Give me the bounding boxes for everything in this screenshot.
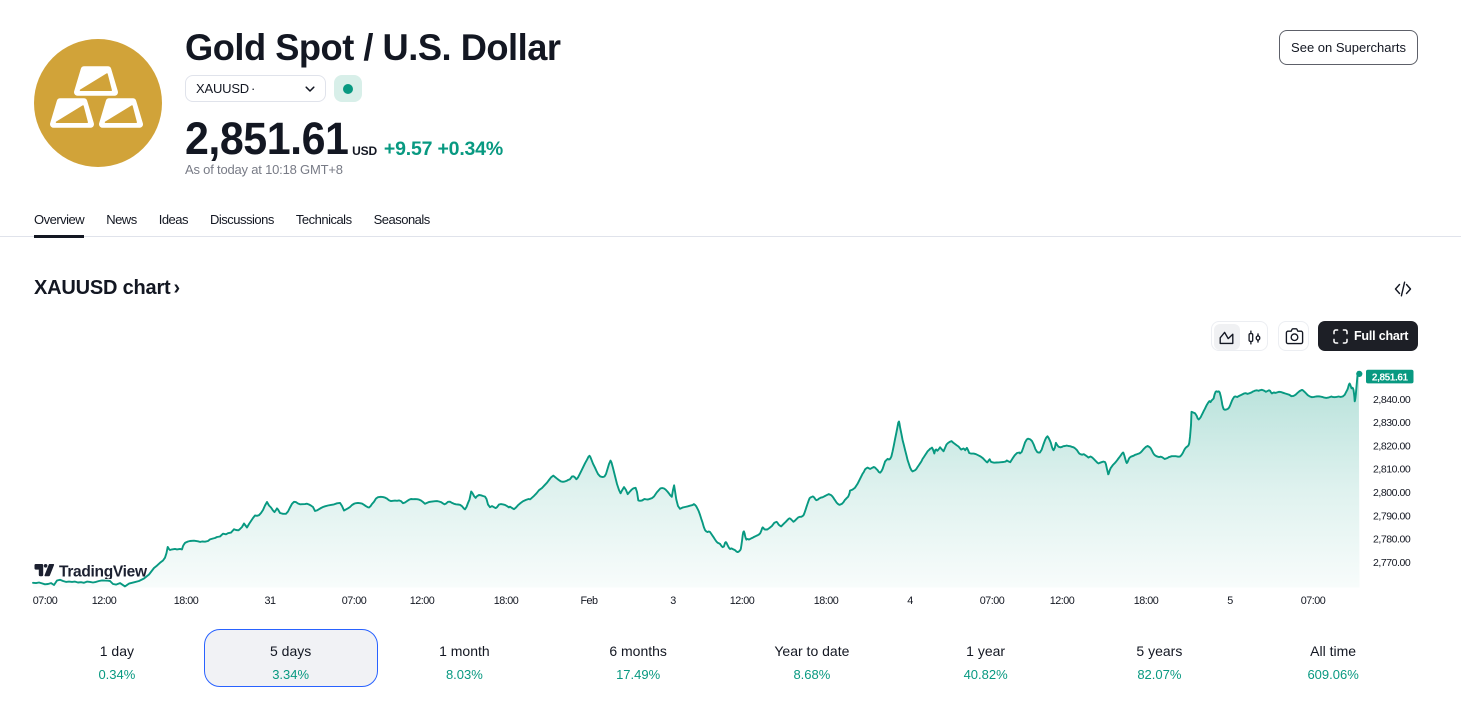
svg-text:5: 5	[1227, 595, 1233, 607]
svg-text:2,830.00: 2,830.00	[1373, 417, 1411, 429]
svg-text:18:00: 18:00	[814, 595, 839, 607]
svg-text:31: 31	[264, 595, 276, 607]
svg-text:07:00: 07:00	[342, 595, 367, 607]
svg-text:12:00: 12:00	[730, 595, 755, 607]
svg-text:12:00: 12:00	[1050, 595, 1075, 607]
svg-text:18:00: 18:00	[174, 595, 199, 607]
svg-text:12:00: 12:00	[410, 595, 435, 607]
svg-text:TradingView: TradingView	[59, 564, 148, 579]
svg-text:07:00: 07:00	[980, 595, 1005, 607]
svg-text:2,820.00: 2,820.00	[1373, 440, 1411, 452]
svg-text:2,810.00: 2,810.00	[1373, 464, 1411, 476]
svg-text:18:00: 18:00	[494, 595, 519, 607]
svg-text:2,840.00: 2,840.00	[1373, 394, 1411, 406]
svg-text:2,780.00: 2,780.00	[1373, 534, 1411, 546]
svg-text:07:00: 07:00	[33, 595, 58, 607]
svg-text:2,851.61: 2,851.61	[1372, 372, 1409, 383]
svg-text:2,770.00: 2,770.00	[1373, 557, 1411, 569]
svg-text:07:00: 07:00	[1301, 595, 1326, 607]
svg-text:2,790.00: 2,790.00	[1373, 510, 1411, 522]
svg-text:12:00: 12:00	[92, 595, 117, 607]
svg-text:2,800.00: 2,800.00	[1373, 487, 1411, 499]
svg-text:4: 4	[907, 595, 913, 607]
svg-text:18:00: 18:00	[1134, 595, 1159, 607]
svg-text:3: 3	[670, 595, 676, 607]
svg-text:Feb: Feb	[580, 595, 598, 607]
